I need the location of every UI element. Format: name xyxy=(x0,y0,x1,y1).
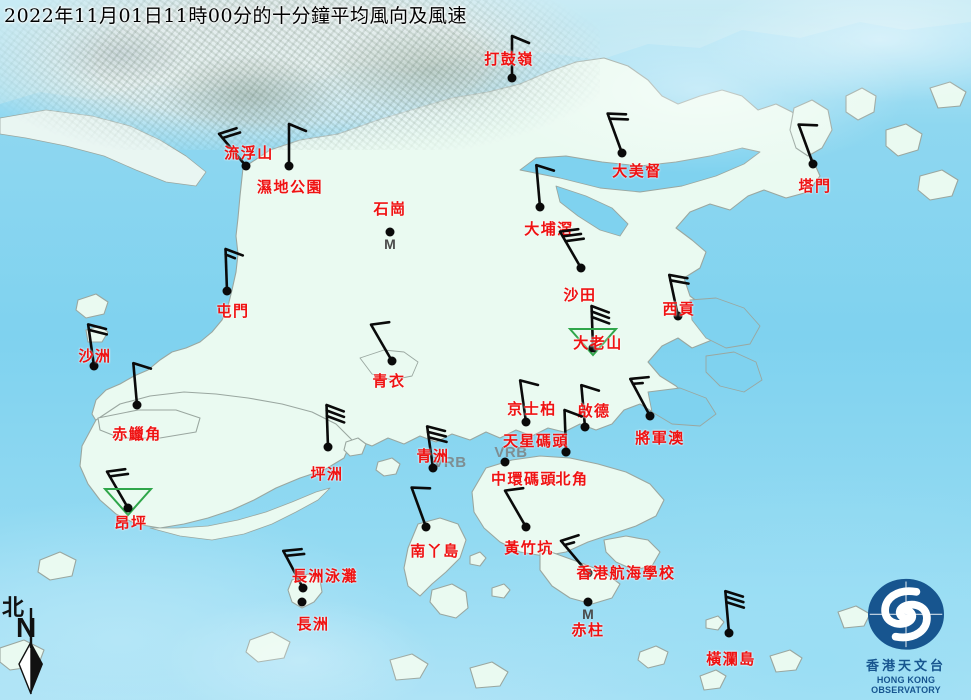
station-label[interactable]: 北角 xyxy=(555,470,589,488)
station-label[interactable]: 香港航海學校 xyxy=(576,564,676,582)
max-gust-triangle-icon xyxy=(567,328,619,357)
station-dot[interactable] xyxy=(583,568,593,578)
station-dot[interactable] xyxy=(588,343,598,353)
wind-barb-9 xyxy=(132,361,153,406)
station-dot[interactable] xyxy=(808,159,818,169)
station-label[interactable]: 青洲 xyxy=(416,447,450,465)
station-dot[interactable] xyxy=(583,597,593,607)
station-label[interactable]: 塔門 xyxy=(798,177,832,195)
station-dot[interactable] xyxy=(673,311,683,321)
station-label[interactable]: 南丫島 xyxy=(410,542,460,560)
station-label[interactable]: 打鼓嶺 xyxy=(484,50,534,68)
wind-barb-7 xyxy=(224,247,245,292)
station-label[interactable]: 沙田 xyxy=(563,286,597,304)
wind-barb-10 xyxy=(369,320,394,362)
station-label[interactable]: 大老山 xyxy=(573,334,623,352)
wind-barb-4 xyxy=(606,112,630,154)
compass-north-label-zh: 北 xyxy=(2,595,25,621)
station-dot[interactable] xyxy=(222,286,232,296)
station-label[interactable]: 黃竹坑 xyxy=(504,539,554,557)
station-dot[interactable] xyxy=(617,148,627,158)
station-label[interactable]: 坪洲 xyxy=(310,465,344,483)
variable-wind-marker: VRB xyxy=(433,454,467,471)
wind-barb-27 xyxy=(559,533,589,574)
missing-data-marker: M xyxy=(384,236,396,252)
hko-name-en: HONG KONG OBSERVATORY xyxy=(871,675,941,695)
hko-emblem-icon xyxy=(868,578,944,650)
station-label[interactable]: 橫瀾島 xyxy=(706,650,756,668)
station-dot[interactable] xyxy=(428,463,438,473)
wind-barb-1 xyxy=(217,126,247,167)
compass-needle-icon xyxy=(18,608,43,695)
station-label[interactable]: 青衣 xyxy=(372,372,406,390)
station-label[interactable]: 石崗 xyxy=(373,200,407,218)
variable-wind-marker: VRB xyxy=(494,444,528,461)
wind-barb-6 xyxy=(797,123,819,165)
station-dot[interactable] xyxy=(521,522,531,532)
wind-barb-14 xyxy=(518,379,540,423)
station-label[interactable]: 大美督 xyxy=(612,162,662,180)
wind-barb-29 xyxy=(724,589,746,634)
station-dot[interactable] xyxy=(323,442,333,452)
wind-barb-11 xyxy=(558,227,586,269)
station-dot[interactable] xyxy=(123,503,133,513)
station-dot[interactable] xyxy=(421,522,431,532)
wind-barb-15 xyxy=(580,383,601,428)
station-label[interactable]: 京士柏 xyxy=(507,400,557,418)
wind-barb-21 xyxy=(425,425,448,469)
station-dot[interactable] xyxy=(298,583,308,593)
station-dot[interactable] xyxy=(580,422,590,432)
station-label[interactable]: 將軍澳 xyxy=(635,429,685,447)
wind-barb-26 xyxy=(503,486,528,528)
station-dot[interactable] xyxy=(724,628,734,638)
page-title: 2022年11月01日11時00分的十分鐘平均風向及風速 xyxy=(4,5,468,27)
wind-barb-0 xyxy=(510,34,531,78)
station-label[interactable]: 西貢 xyxy=(662,300,696,318)
missing-data-marker: M xyxy=(582,606,594,622)
wind-barb-5 xyxy=(535,163,556,208)
station-dot[interactable] xyxy=(561,447,571,457)
station-label[interactable]: 沙洲 xyxy=(78,347,112,365)
station-label[interactable]: 天星碼頭 xyxy=(502,432,570,450)
hko-logo: 香港天文台 HONG KONG OBSERVATORY xyxy=(845,578,967,698)
wind-barb-23 xyxy=(281,547,306,589)
station-dot[interactable] xyxy=(284,161,294,171)
station-label[interactable]: 屯門 xyxy=(216,302,250,320)
station-dot[interactable] xyxy=(645,411,655,421)
wind-barb-8 xyxy=(86,323,109,367)
wind-barb-2 xyxy=(287,122,308,166)
wind-barb-12 xyxy=(667,273,690,317)
station-label[interactable]: 濕地公園 xyxy=(256,178,324,196)
station-dot[interactable] xyxy=(241,161,251,171)
satellite-imagery-patch xyxy=(0,0,600,150)
station-dot[interactable] xyxy=(535,202,545,212)
compass-rose: 北 N xyxy=(2,590,62,698)
station-label[interactable]: 啟德 xyxy=(577,402,611,420)
station-label[interactable]: 中環碼頭 xyxy=(490,470,558,488)
station-dot[interactable] xyxy=(387,356,397,366)
station-dot[interactable] xyxy=(132,400,142,410)
station-label[interactable]: 赤柱 xyxy=(571,621,605,639)
station-label[interactable]: 流浮山 xyxy=(224,144,274,162)
station-dot[interactable] xyxy=(385,227,395,237)
wind-barb-16 xyxy=(628,375,652,417)
station-dot[interactable] xyxy=(297,597,307,607)
wind-barb-13 xyxy=(590,304,611,349)
station-label[interactable]: 昂坪 xyxy=(114,514,148,532)
station-label[interactable]: 赤鱲角 xyxy=(112,425,162,443)
station-dot[interactable] xyxy=(576,263,586,273)
station-dot[interactable] xyxy=(507,73,517,83)
station-label[interactable]: 長洲 xyxy=(296,615,330,633)
station-label[interactable]: 長洲泳灘 xyxy=(291,567,359,585)
wind-barb-17 xyxy=(563,408,584,453)
wind-barb-25 xyxy=(410,486,432,528)
hko-name-zh: 香港天文台 xyxy=(865,659,946,674)
station-dot[interactable] xyxy=(89,361,99,371)
station-dot[interactable] xyxy=(500,457,510,467)
wind-barb-20 xyxy=(325,403,346,448)
station-dot[interactable] xyxy=(521,417,531,427)
max-gust-triangle-icon xyxy=(102,488,154,517)
